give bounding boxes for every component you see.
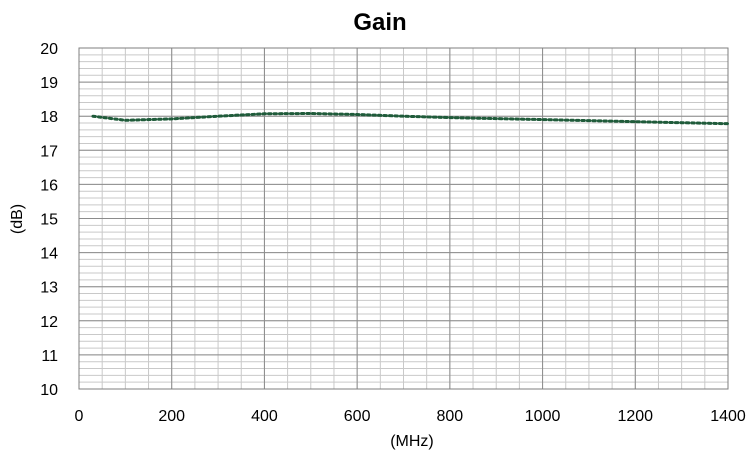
gain-data-point	[634, 120, 637, 123]
x-tick-label: 400	[251, 408, 278, 425]
y-tick-label: 12	[40, 314, 58, 331]
y-tick-label: 20	[40, 41, 58, 58]
chart-title: Gain	[353, 9, 406, 36]
gain-data-point	[680, 121, 683, 124]
x-axis-title: (MHz)	[390, 433, 434, 450]
gain-data-point	[588, 119, 590, 122]
y-tick-label: 16	[40, 177, 58, 194]
gain-data-point	[263, 112, 266, 115]
x-axis-ticks: 0 200 400 600 800 1000 1200 1400	[75, 408, 746, 425]
gain-data-point	[170, 118, 173, 120]
y-tick-label: 18	[40, 109, 58, 126]
x-tick-label: 1200	[617, 408, 653, 425]
gain-series-line	[91, 111, 730, 126]
x-tick-label: 200	[158, 408, 185, 425]
x-tick-label: 0	[75, 408, 84, 425]
x-tick-label: 1000	[525, 408, 561, 425]
gain-data-point	[309, 112, 312, 115]
y-tick-label: 15	[40, 212, 58, 229]
gain-data-point	[448, 116, 451, 119]
y-tick-label: 11	[41, 348, 58, 365]
gain-data-point	[356, 113, 359, 116]
x-tick-label: 600	[344, 408, 371, 425]
gain-data-point	[495, 117, 498, 120]
x-tick-label: 800	[437, 408, 464, 425]
gain-data-point	[217, 115, 219, 118]
x-tick-label: 1400	[710, 408, 746, 425]
y-tick-label: 10	[40, 382, 58, 399]
gain-data-point	[92, 115, 94, 118]
y-tick-label: 19	[40, 75, 58, 92]
series-layer	[91, 111, 730, 126]
y-tick-label: 13	[40, 280, 58, 297]
gain-data-point	[124, 119, 127, 122]
y-axis-title: (dB)	[9, 204, 26, 234]
gain-data-point	[402, 115, 405, 118]
y-tick-label: 14	[40, 246, 58, 263]
gain-data-point	[727, 122, 729, 125]
gain-data-point	[541, 118, 544, 121]
y-axis-ticks: 10 11 12 13 14 15 16 17 18 19 20	[40, 41, 58, 399]
y-tick-label: 17	[40, 143, 58, 160]
grid	[78, 47, 729, 390]
plot-area	[78, 47, 729, 390]
